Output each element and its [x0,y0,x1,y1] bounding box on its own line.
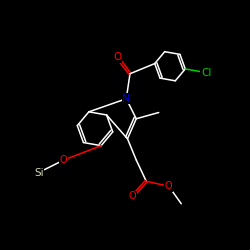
Text: O: O [60,155,68,165]
Text: Si: Si [34,168,43,177]
Text: N: N [122,94,130,104]
Text: Cl: Cl [201,68,211,78]
Text: O: O [114,52,122,62]
Text: O: O [129,191,136,201]
Text: O: O [165,181,172,191]
